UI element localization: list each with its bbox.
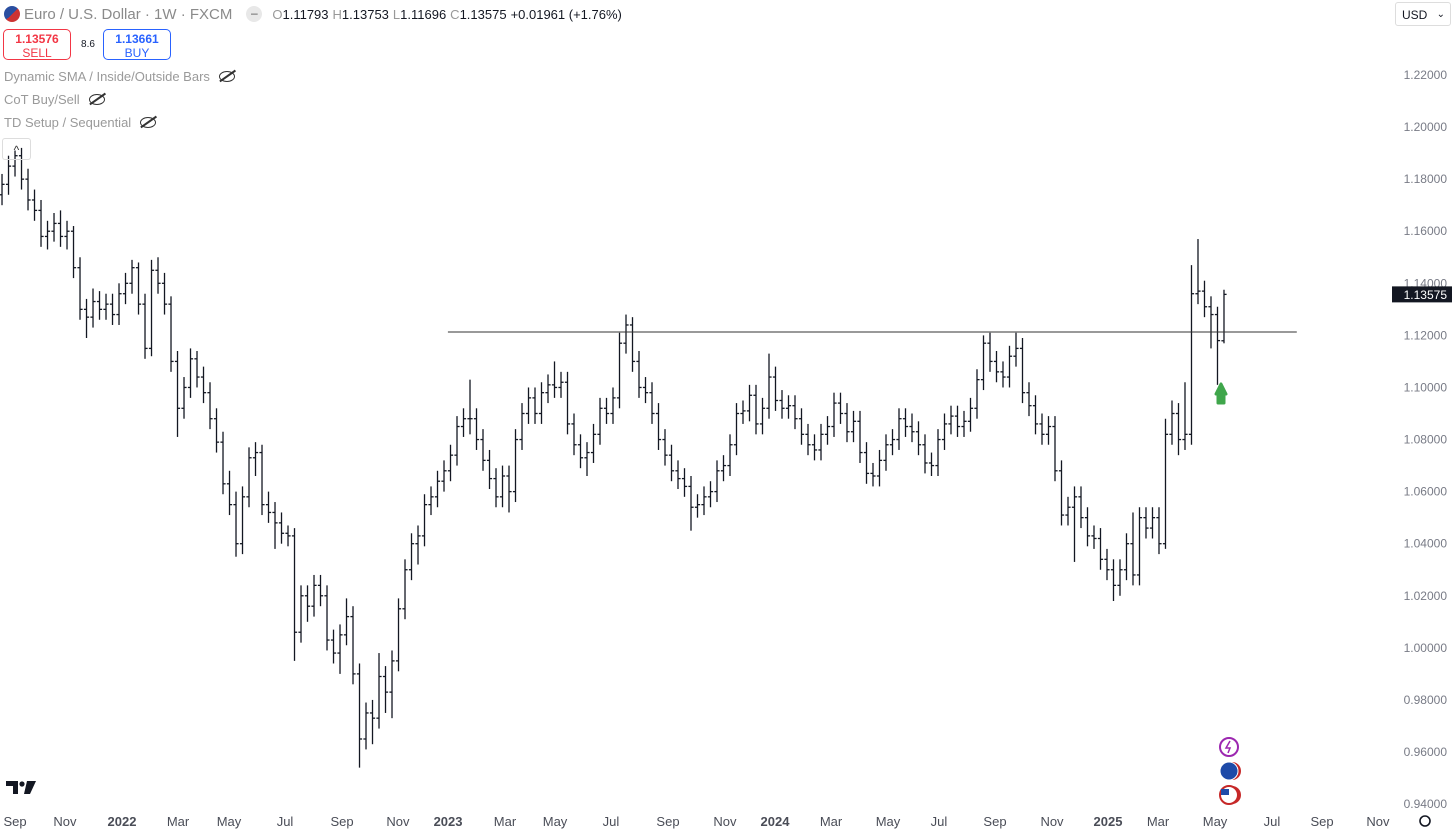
- indicator[interactable]: Dynamic SMA / Inside/Outside Bars: [4, 69, 235, 84]
- y-tick-label: 1.08000: [1404, 433, 1448, 447]
- event-icon[interactable]: [1219, 737, 1239, 757]
- y-tick-label: 1.10000: [1404, 380, 1448, 394]
- indicator-name: TD Setup / Sequential: [4, 115, 132, 130]
- y-tick-label: 0.98000: [1404, 693, 1448, 707]
- x-tick-label: Sep: [983, 814, 1006, 829]
- x-tick-label: Sep: [3, 814, 26, 829]
- x-tick-label: Mar: [820, 814, 843, 829]
- y-tick-label: 1.12000: [1404, 328, 1448, 342]
- symbol-name[interactable]: Euro / U.S. Dollar · 1W · FXCM: [24, 5, 233, 23]
- hidden-icon[interactable]: [140, 117, 157, 128]
- x-tick-label: 2022: [108, 814, 137, 829]
- open-key: O: [272, 6, 283, 22]
- sell-button[interactable]: 1.13576 SELL: [3, 29, 71, 60]
- x-tick-label: Nov: [53, 814, 77, 829]
- x-tick-label: Mar: [167, 814, 190, 829]
- x-tick-label: Jul: [1264, 814, 1281, 829]
- y-tick-label: 1.06000: [1404, 485, 1448, 499]
- hidden-icon[interactable]: [88, 94, 105, 105]
- y-tick-label: 1.16000: [1404, 224, 1448, 238]
- x-tick-label: May: [217, 814, 242, 829]
- sell-price: 1.13576: [15, 32, 59, 46]
- x-tick-label: Sep: [1310, 814, 1333, 829]
- buy-price: 1.13661: [115, 32, 159, 46]
- tv-logo: [6, 781, 36, 794]
- buy-button[interactable]: 1.13661 BUY: [103, 29, 171, 60]
- last-price-label: 1.13575: [1404, 288, 1448, 302]
- close-value: 1.13575: [459, 6, 507, 22]
- x-tick-label: Sep: [656, 814, 679, 829]
- x-tick-label: Nov: [1366, 814, 1390, 829]
- x-tick-label: Mar: [494, 814, 517, 829]
- x-tick-label: Jul: [931, 814, 948, 829]
- settings-button[interactable]: [1419, 815, 1431, 827]
- x-tick-label: Mar: [1147, 814, 1170, 829]
- y-tick-label: 1.20000: [1404, 120, 1448, 134]
- plot: 0.94000 0.96000 0.98000 1.00000 1.02000 1.040…: [0, 68, 1452, 829]
- buy-label: BUY: [124, 46, 150, 60]
- symbol-icon: [4, 6, 20, 22]
- indicator[interactable]: TD Setup / Sequential: [4, 115, 157, 130]
- x-tick-label: Sep: [330, 814, 353, 829]
- x-tick-label: Jul: [603, 814, 620, 829]
- currency: USD: [1402, 8, 1428, 22]
- us-flag-canton: [1221, 789, 1229, 795]
- sell-label: SELL: [22, 46, 52, 60]
- x-tick-label: May: [543, 814, 568, 829]
- y-tick-label: 0.96000: [1404, 745, 1448, 759]
- y-tick-label: 1.02000: [1404, 589, 1448, 603]
- open-value: 1.11793: [282, 6, 329, 22]
- y-tick-label: 1.22000: [1404, 68, 1448, 82]
- low-value: 1.11696: [400, 6, 447, 22]
- bolt: [1224, 740, 1232, 754]
- event-icons: [1219, 737, 1241, 805]
- y-tick-label: 1.18000: [1404, 172, 1448, 186]
- high-value: 1.13753: [341, 6, 389, 22]
- collapse-button[interactable]: –: [246, 6, 263, 22]
- x-tick-label: Nov: [386, 814, 410, 829]
- y-tick-label: 1.04000: [1404, 537, 1448, 551]
- last-price-box: [1392, 286, 1452, 303]
- high-key: H: [332, 6, 342, 22]
- x-tick-label: Jul: [277, 814, 294, 829]
- indicator[interactable]: CoT Buy/Sell: [4, 92, 105, 107]
- indicator-name: Dynamic SMA / Inside/Outside Bars: [4, 69, 210, 84]
- y-tick-label: 0.94000: [1404, 797, 1448, 811]
- x-tick-label: 2023: [434, 814, 463, 829]
- x-tick-label: Nov: [1040, 814, 1064, 829]
- hidden-icon[interactable]: [218, 71, 235, 82]
- low-key: L: [392, 6, 401, 22]
- close-key: C: [450, 6, 460, 22]
- change: +0.01961 (+1.76%): [510, 6, 622, 22]
- indicator-name: CoT Buy/Sell: [4, 92, 80, 107]
- x-tick-label: 2025: [1094, 814, 1123, 829]
- x-tick-label: May: [876, 814, 901, 829]
- dropdown-caret: ⌄: [1436, 9, 1445, 20]
- currency-select[interactable]: USD ⌄: [1395, 2, 1451, 26]
- y-tick-label: 1.00000: [1404, 641, 1448, 655]
- eu-flag: [1219, 761, 1239, 781]
- x-tick-label: May: [1203, 814, 1228, 829]
- up-arrow: [1214, 382, 1228, 405]
- x-tick-label: 2024: [761, 814, 791, 829]
- collapse-indicators[interactable]: ^: [2, 138, 31, 160]
- x-tick-label: Nov: [713, 814, 737, 829]
- spread: 8.6: [81, 39, 95, 50]
- symbol-header: Euro / U.S. Dollar · 1W · FXCM – O 1.1179…: [4, 4, 626, 24]
